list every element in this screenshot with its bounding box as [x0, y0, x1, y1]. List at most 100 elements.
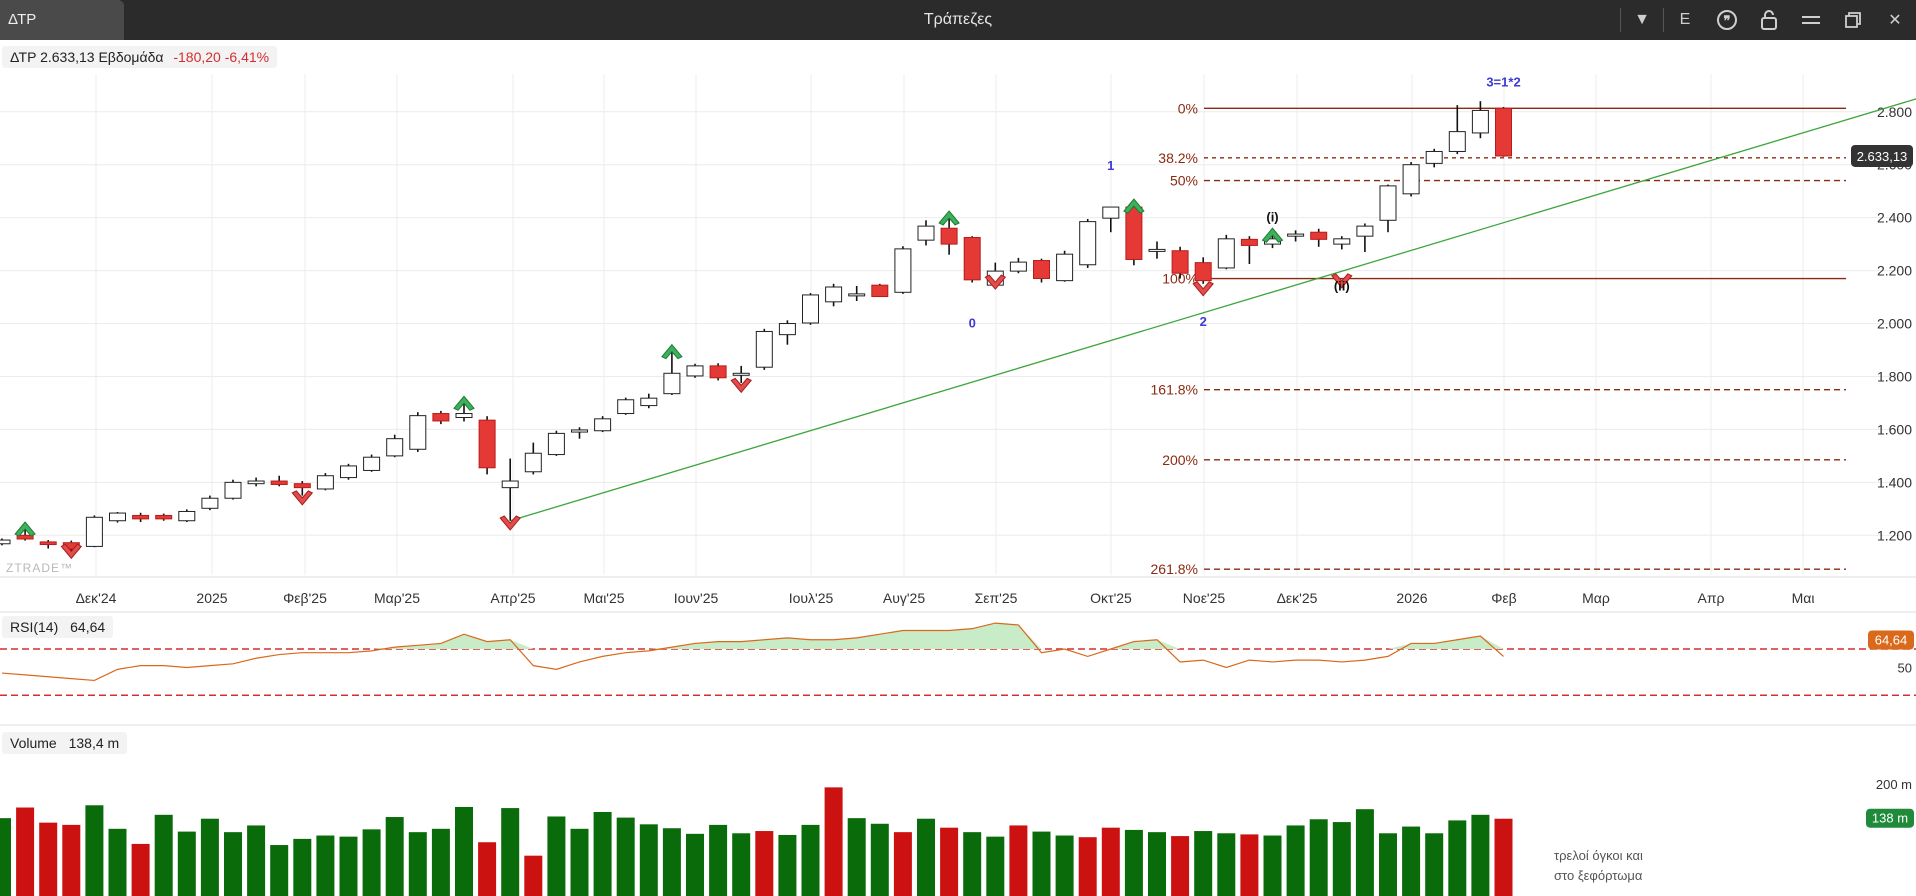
menu-letter-button[interactable]: E: [1679, 11, 1691, 28]
candle-body: [825, 286, 843, 303]
candle-body: [963, 237, 981, 281]
volume-bar: [1171, 836, 1190, 896]
divider: [1620, 8, 1621, 32]
volume-bar: [847, 818, 866, 896]
volume-bar: [616, 817, 635, 896]
candle-body: [894, 248, 912, 293]
candle-body: [201, 497, 219, 509]
volume-bar: [408, 832, 427, 896]
volume-bar: [662, 828, 681, 896]
candle-body: [871, 284, 889, 298]
candle-body: [1356, 225, 1374, 237]
x-tick-label: Απρ'25: [490, 590, 535, 606]
candle-body: [732, 372, 750, 376]
chevron-down-icon[interactable]: ▼: [1634, 11, 1650, 28]
volume-bar: [801, 824, 820, 896]
wave-label: 1: [1107, 158, 1114, 173]
volume-bar: [1402, 826, 1421, 896]
annotation-line: στο ξεφόρτωμα: [1554, 868, 1643, 883]
volume-legend: Volume 138,4 m: [2, 732, 128, 754]
volume-bar: [917, 818, 935, 896]
volume-bar: [986, 836, 1005, 896]
volume-bar: [0, 818, 11, 896]
quote-icon[interactable]: ❞: [1706, 0, 1748, 40]
candle-body: [409, 415, 427, 450]
volume-bar: [870, 823, 889, 896]
candle-body: [455, 413, 473, 419]
close-icon[interactable]: ✕: [1888, 12, 1902, 29]
price-change: -180,20 -6,41%: [173, 49, 270, 65]
volume-bar: [177, 831, 196, 896]
volume-bar: [339, 836, 358, 896]
candle-body: [363, 456, 381, 471]
x-tick-label: Σεπ'25: [975, 590, 1018, 606]
candle-body: [547, 432, 565, 456]
candle-body: [1171, 250, 1189, 274]
volume-bar: [1032, 831, 1051, 896]
candle-body: [1448, 131, 1466, 152]
fib-level-label: 0%: [1178, 100, 1198, 116]
candle-body: [802, 294, 819, 324]
trendline: [510, 98, 1916, 522]
candle-body: [1125, 206, 1143, 260]
volume-bar: [1194, 831, 1213, 896]
rsi-line: [1, 622, 1504, 682]
candle-body: [293, 483, 311, 489]
wave-label: (i): [1266, 210, 1278, 225]
candle-body: [16, 534, 34, 540]
restore-icon[interactable]: [1832, 0, 1874, 40]
candle-body: [571, 429, 588, 433]
volume-bar: [1009, 825, 1028, 896]
candle-body: [1310, 231, 1328, 240]
volume-bar: [732, 833, 751, 896]
rsi-legend: RSI(14) 64,64: [2, 616, 114, 638]
candle-body: [709, 365, 727, 379]
candle-body: [1102, 206, 1120, 219]
volume-bar: [963, 832, 982, 896]
volume-bar: [1425, 833, 1444, 896]
volume-bar: [431, 828, 450, 896]
lock-icon[interactable]: [1748, 0, 1790, 40]
volume-value-badge: [1866, 808, 1914, 828]
volume-bar: [686, 833, 704, 896]
volume-bar: [1055, 835, 1074, 896]
volume-bar: [778, 834, 797, 896]
volume-bar: [547, 816, 566, 896]
candle-body: [663, 372, 681, 395]
volume-bar: [154, 814, 173, 896]
buy-signal-icon: [453, 395, 475, 411]
rsi-value-badge: [1868, 630, 1914, 650]
volume-bar: [524, 855, 543, 896]
candle-body: [501, 480, 519, 489]
svg-text:❞: ❞: [1724, 13, 1731, 28]
minimize-icon[interactable]: [1790, 0, 1832, 40]
x-tick-label: Μαι'25: [583, 590, 624, 606]
candle-body: [178, 510, 196, 522]
buy-signal-icon: [1123, 198, 1145, 214]
x-tick-label: Φεβ'25: [283, 590, 327, 606]
candle-body: [917, 225, 935, 241]
fib-level-label: 261.8%: [1151, 561, 1198, 577]
volume-bar: [316, 835, 335, 896]
price-chart[interactable]: Δεκ'24 2025 Φεβ'25 Μαρ'25 Απρ'25 Μαι'25 Ιουν'2…: [0, 40, 1916, 896]
annotation-line: τρελοί όγκοι και: [1554, 848, 1643, 863]
symbol-info: ΔΤΡ 2.633,13 Εβδομάδα: [10, 49, 164, 65]
volume-bar: [893, 832, 912, 896]
volume-bar: [1379, 833, 1397, 896]
volume-bar: [1494, 818, 1513, 896]
volume-bar: [501, 808, 520, 896]
x-tick-label: Νοε'25: [1183, 590, 1226, 606]
y-tick-label: 2.000: [1877, 316, 1912, 332]
volume-bar: [824, 787, 843, 896]
volume-bar: [1148, 832, 1166, 896]
candle-body: [1009, 261, 1027, 272]
wave-label: (ii): [1334, 278, 1350, 293]
symbol-tab[interactable]: ΔΤΡ: [0, 0, 124, 40]
volume-bar: [131, 843, 150, 896]
candle-body: [39, 541, 57, 546]
volume-bar: [1332, 822, 1351, 896]
candle-body: [0, 539, 11, 545]
candle-body: [940, 227, 958, 245]
volume-bar: [1124, 829, 1143, 896]
volume-bar: [1309, 819, 1328, 896]
